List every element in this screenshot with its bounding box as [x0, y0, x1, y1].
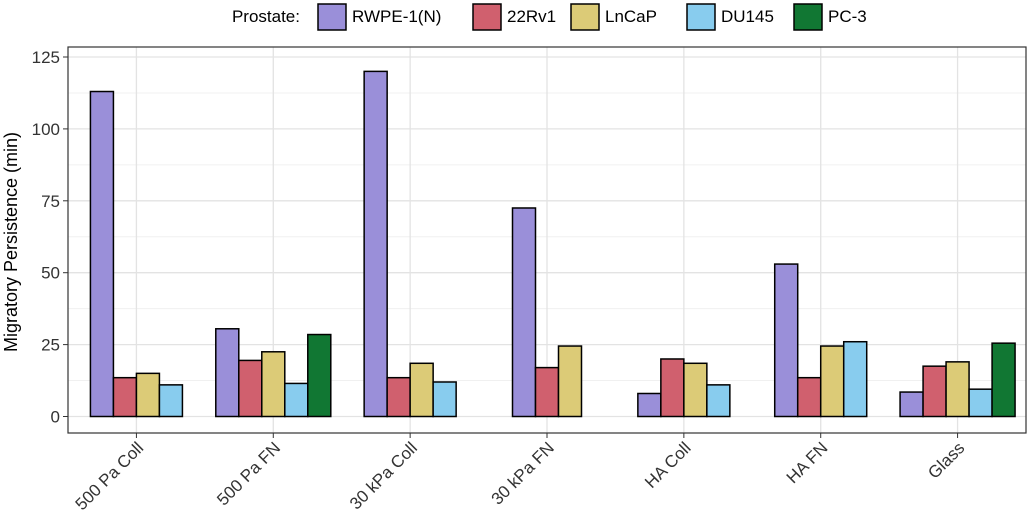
x-tick-label: 500 Pa Coll: [72, 438, 148, 514]
bar: [89, 90, 115, 418]
bar: [112, 376, 138, 418]
y-tick-label: 125: [32, 48, 60, 67]
bar: [968, 388, 993, 418]
bar: [706, 384, 731, 418]
legend-label: LnCaP: [605, 7, 657, 26]
plot-panel: 0 25 50 75 100 125 500 Pa Coll 500 Pa FN 30 kPa …: [32, 46, 1027, 514]
legend-title: Prostate:: [232, 7, 300, 26]
y-tick-label: 100: [32, 120, 60, 139]
legend-swatch: [570, 3, 600, 31]
x-tick-label: HA Coll: [641, 438, 695, 492]
bar: [432, 381, 457, 418]
bar: [637, 392, 662, 418]
bar: [511, 207, 537, 418]
bar: [945, 361, 970, 418]
x-tick-label: 30 kPa Coll: [346, 438, 421, 513]
bar: [683, 362, 708, 418]
bar: [922, 365, 947, 418]
bar: [534, 366, 560, 418]
legend: Prostate: RWPE-1(N) 22Rv1 LnCaP DU145 PC-3: [232, 3, 867, 31]
bar: [991, 342, 1016, 418]
legend-swatch: [793, 3, 823, 31]
bar: [363, 70, 388, 418]
y-tick-label: 25: [41, 336, 60, 355]
bar: [819, 345, 845, 418]
bar: [238, 359, 263, 418]
bar: [773, 263, 799, 418]
bar: [899, 391, 924, 418]
legend-label: PC-3: [828, 7, 867, 26]
legend-swatch: [686, 3, 716, 31]
y-axis-title: Migratory Persistence (min): [1, 132, 21, 352]
bar: [215, 328, 240, 418]
legend-label: RWPE-1(N): [352, 7, 441, 26]
x-tick-label: HA FN: [783, 438, 832, 487]
y-tick-label: 0: [51, 408, 60, 427]
bar: [307, 333, 332, 418]
y-tick-label: 50: [41, 264, 60, 283]
bar: [135, 372, 161, 418]
bar: [386, 376, 411, 418]
plot-border: [67, 46, 1027, 434]
legend-swatch: [317, 3, 347, 31]
bar: [660, 358, 685, 418]
x-tick-label: 30 kPa FN: [488, 438, 558, 508]
bar: [409, 362, 434, 418]
bar: [261, 351, 286, 418]
legend-label: 22Rv1: [507, 7, 556, 26]
x-tick-label: 500 Pa FN: [213, 438, 284, 509]
y-tick-label: 75: [41, 192, 60, 211]
bar: [158, 384, 184, 418]
bar: [557, 345, 583, 418]
bar: [284, 382, 309, 418]
bar: [796, 376, 822, 418]
x-tick-label: Glass: [924, 438, 968, 482]
legend-swatch: [472, 3, 502, 31]
bar: [842, 340, 868, 418]
legend-label: DU145: [721, 7, 774, 26]
